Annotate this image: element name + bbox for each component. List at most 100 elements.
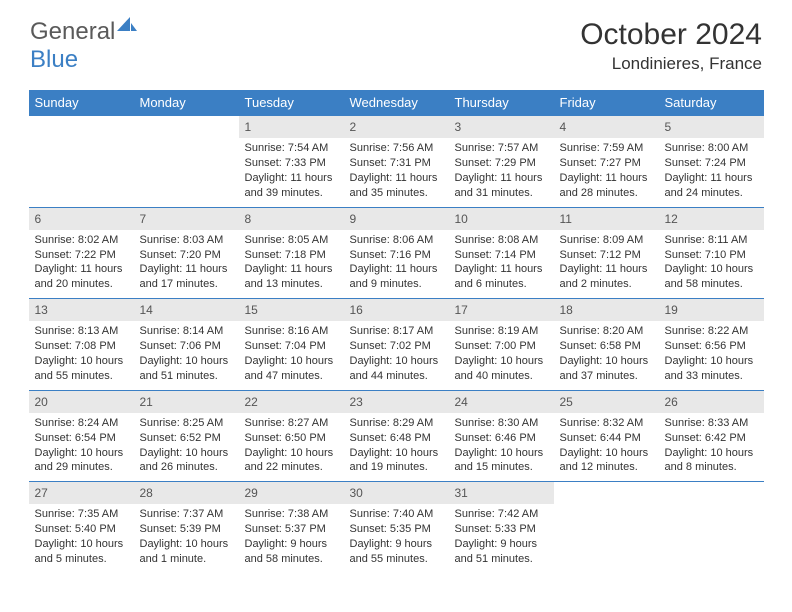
week-row: 20Sunrise: 8:24 AMSunset: 6:54 PMDayligh… [29, 390, 764, 482]
day-cell: 16Sunrise: 8:17 AMSunset: 7:02 PMDayligh… [344, 299, 449, 390]
day-number: 28 [134, 482, 239, 504]
day-number: 30 [344, 482, 449, 504]
daylight1-text: Daylight: 9 hours [455, 537, 548, 552]
sunrise-text: Sunrise: 8:19 AM [455, 324, 548, 339]
sunset-text: Sunset: 7:20 PM [140, 248, 233, 263]
daylight1-text: Daylight: 10 hours [665, 446, 758, 461]
weekday-header-thursday: Thursday [449, 90, 554, 115]
sunrise-text: Sunrise: 7:56 AM [350, 141, 443, 156]
daylight2-text: and 17 minutes. [140, 277, 233, 292]
sunrise-text: Sunrise: 7:57 AM [455, 141, 548, 156]
day-body: Sunrise: 8:00 AMSunset: 7:24 PMDaylight:… [659, 138, 764, 206]
day-number: 12 [659, 208, 764, 230]
daylight1-text: Daylight: 10 hours [245, 446, 338, 461]
day-cell: 29Sunrise: 7:38 AMSunset: 5:37 PMDayligh… [239, 482, 344, 573]
day-number: 27 [29, 482, 134, 504]
daylight2-text: and 58 minutes. [665, 277, 758, 292]
sunrise-text: Sunrise: 7:54 AM [245, 141, 338, 156]
sunrise-text: Sunrise: 7:42 AM [455, 507, 548, 522]
day-cell [554, 482, 659, 573]
daylight2-text: and 35 minutes. [350, 186, 443, 201]
day-body: Sunrise: 8:02 AMSunset: 7:22 PMDaylight:… [29, 230, 134, 298]
day-number: 19 [659, 299, 764, 321]
sunrise-text: Sunrise: 8:08 AM [455, 233, 548, 248]
sunrise-text: Sunrise: 8:27 AM [245, 416, 338, 431]
sunset-text: Sunset: 7:33 PM [245, 156, 338, 171]
calendar: SundayMondayTuesdayWednesdayThursdayFrid… [29, 90, 764, 573]
sunrise-text: Sunrise: 7:37 AM [140, 507, 233, 522]
weekday-header-friday: Friday [554, 90, 659, 115]
day-number: 1 [239, 116, 344, 138]
daylight1-text: Daylight: 10 hours [455, 354, 548, 369]
day-number: 23 [344, 391, 449, 413]
weekday-header-monday: Monday [134, 90, 239, 115]
daylight1-text: Daylight: 10 hours [245, 354, 338, 369]
logo-text-gray: General [30, 18, 115, 46]
day-cell: 25Sunrise: 8:32 AMSunset: 6:44 PMDayligh… [554, 391, 659, 482]
sunset-text: Sunset: 7:00 PM [455, 339, 548, 354]
day-body: Sunrise: 8:11 AMSunset: 7:10 PMDaylight:… [659, 230, 764, 298]
sunrise-text: Sunrise: 8:24 AM [35, 416, 128, 431]
page-header: General October 2024 Londinieres, France [0, 0, 792, 82]
day-cell: 19Sunrise: 8:22 AMSunset: 6:56 PMDayligh… [659, 299, 764, 390]
daylight2-text: and 33 minutes. [665, 369, 758, 384]
daylight1-text: Daylight: 9 hours [245, 537, 338, 552]
day-body: Sunrise: 8:05 AMSunset: 7:18 PMDaylight:… [239, 230, 344, 298]
day-body: Sunrise: 7:35 AMSunset: 5:40 PMDaylight:… [29, 504, 134, 572]
day-number: 26 [659, 391, 764, 413]
sunset-text: Sunset: 7:02 PM [350, 339, 443, 354]
sunrise-text: Sunrise: 8:32 AM [560, 416, 653, 431]
daylight2-text: and 37 minutes. [560, 369, 653, 384]
sunset-text: Sunset: 5:40 PM [35, 522, 128, 537]
sunset-text: Sunset: 7:06 PM [140, 339, 233, 354]
daylight2-text: and 31 minutes. [455, 186, 548, 201]
day-cell: 17Sunrise: 8:19 AMSunset: 7:00 PMDayligh… [449, 299, 554, 390]
day-cell: 22Sunrise: 8:27 AMSunset: 6:50 PMDayligh… [239, 391, 344, 482]
daylight2-text: and 19 minutes. [350, 460, 443, 475]
daylight1-text: Daylight: 10 hours [350, 354, 443, 369]
daylight2-text: and 39 minutes. [245, 186, 338, 201]
sunset-text: Sunset: 7:04 PM [245, 339, 338, 354]
sunset-text: Sunset: 5:39 PM [140, 522, 233, 537]
day-body: Sunrise: 8:17 AMSunset: 7:02 PMDaylight:… [344, 321, 449, 389]
day-number: 2 [344, 116, 449, 138]
daylight2-text: and 26 minutes. [140, 460, 233, 475]
daylight1-text: Daylight: 10 hours [665, 262, 758, 277]
day-body: Sunrise: 8:03 AMSunset: 7:20 PMDaylight:… [134, 230, 239, 298]
day-body: Sunrise: 8:27 AMSunset: 6:50 PMDaylight:… [239, 413, 344, 481]
day-cell: 2Sunrise: 7:56 AMSunset: 7:31 PMDaylight… [344, 116, 449, 207]
day-cell: 14Sunrise: 8:14 AMSunset: 7:06 PMDayligh… [134, 299, 239, 390]
day-cell: 6Sunrise: 8:02 AMSunset: 7:22 PMDaylight… [29, 208, 134, 299]
day-cell: 26Sunrise: 8:33 AMSunset: 6:42 PMDayligh… [659, 391, 764, 482]
day-number: 20 [29, 391, 134, 413]
daylight1-text: Daylight: 11 hours [455, 262, 548, 277]
daylight2-text: and 58 minutes. [245, 552, 338, 567]
day-number: 6 [29, 208, 134, 230]
daylight2-text: and 20 minutes. [35, 277, 128, 292]
sunset-text: Sunset: 7:14 PM [455, 248, 548, 263]
day-number: 16 [344, 299, 449, 321]
day-cell: 12Sunrise: 8:11 AMSunset: 7:10 PMDayligh… [659, 208, 764, 299]
daylight1-text: Daylight: 11 hours [560, 262, 653, 277]
day-cell: 11Sunrise: 8:09 AMSunset: 7:12 PMDayligh… [554, 208, 659, 299]
daylight1-text: Daylight: 10 hours [665, 354, 758, 369]
day-cell: 3Sunrise: 7:57 AMSunset: 7:29 PMDaylight… [449, 116, 554, 207]
daylight1-text: Daylight: 11 hours [245, 262, 338, 277]
day-cell: 9Sunrise: 8:06 AMSunset: 7:16 PMDaylight… [344, 208, 449, 299]
sunset-text: Sunset: 7:22 PM [35, 248, 128, 263]
day-number: 4 [554, 116, 659, 138]
day-cell: 18Sunrise: 8:20 AMSunset: 6:58 PMDayligh… [554, 299, 659, 390]
daylight2-text: and 15 minutes. [455, 460, 548, 475]
sunset-text: Sunset: 6:58 PM [560, 339, 653, 354]
sunset-text: Sunset: 7:29 PM [455, 156, 548, 171]
daylight2-text: and 13 minutes. [245, 277, 338, 292]
day-body: Sunrise: 8:30 AMSunset: 6:46 PMDaylight:… [449, 413, 554, 481]
day-number: 13 [29, 299, 134, 321]
title-block: October 2024 Londinieres, France [580, 18, 762, 74]
day-body: Sunrise: 7:57 AMSunset: 7:29 PMDaylight:… [449, 138, 554, 206]
sunrise-text: Sunrise: 8:30 AM [455, 416, 548, 431]
daylight2-text: and 8 minutes. [665, 460, 758, 475]
daylight1-text: Daylight: 11 hours [455, 171, 548, 186]
sunrise-text: Sunrise: 8:14 AM [140, 324, 233, 339]
sunrise-text: Sunrise: 8:20 AM [560, 324, 653, 339]
